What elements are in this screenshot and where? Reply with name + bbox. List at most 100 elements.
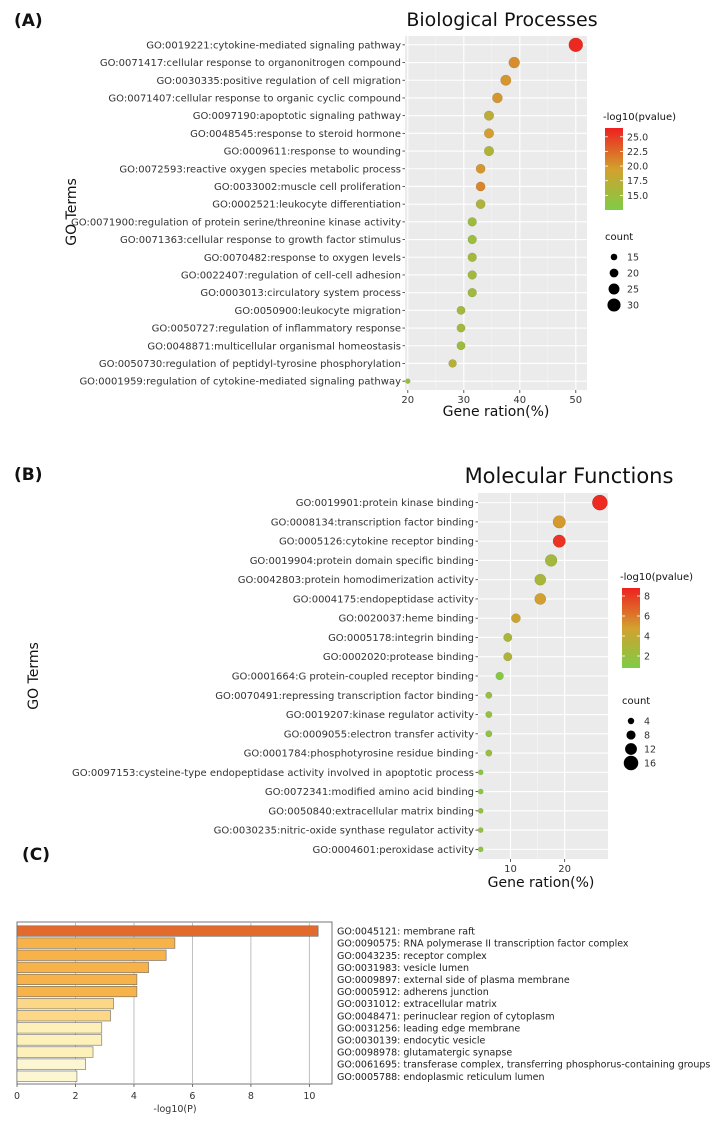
y-tick-label: GO:0071900:regulation of protein serine/… (71, 217, 401, 228)
y-tick-label: GO:0030235:nitric-oxide synthase regulat… (214, 826, 474, 837)
data-point (467, 217, 477, 227)
data-point (534, 573, 547, 586)
data-point (495, 671, 504, 681)
color-legend-label: 2 (644, 652, 650, 663)
data-point (508, 56, 520, 69)
data-point (485, 711, 493, 718)
size-legend-dot (608, 283, 620, 295)
data-point (485, 691, 493, 699)
panel-b-points (477, 494, 608, 853)
y-tick-label: GO:0019207:kinase regulator activity (286, 710, 474, 721)
data-point (485, 749, 493, 757)
category-label: GO:0009897: external side of plasma memb… (337, 975, 570, 986)
bar (16, 985, 138, 998)
category-label: GO:0030139: endocytic vesicle (337, 1035, 485, 1046)
x-tick-label: 0 (14, 1091, 20, 1102)
y-tick-label: GO:0009611:response to wounding (224, 147, 401, 158)
bar (16, 925, 319, 937)
y-tick-label: GO:0070482:response to oxygen levels (204, 253, 401, 264)
color-legend-title: -log10(pvalue) (620, 572, 693, 583)
color-legend-label: 8 (644, 592, 650, 603)
data-point (456, 341, 466, 351)
panel-c-x-tick-labels: 0 2 4 6 8 10 (14, 1084, 315, 1102)
panel-a: (A) Biological Processes GO:0019221:cyto… (14, 9, 676, 420)
y-tick-label: GO:0033002:muscle cell proliferation (214, 182, 401, 193)
data-point (503, 652, 513, 662)
y-tick-label: GO:0072593:reactive oxygen species metab… (119, 164, 401, 175)
category-label: GO:0090575: RNA polymerase II transcript… (337, 939, 629, 950)
size-legend-title: count (622, 696, 650, 707)
data-point (405, 378, 411, 384)
color-legend-bar (605, 128, 623, 210)
size-legend-label: 25 (627, 285, 639, 296)
y-tick-label: GO:0020037:heme binding (338, 614, 474, 625)
bar (16, 1070, 78, 1082)
panel-a-legend: -log10(pvalue) 25.0 22.5 20.0 17.5 15.0 count 1… (603, 112, 676, 312)
panel-a-x-tick-labels: 20 30 40 50 (401, 390, 582, 406)
color-legend-label: 17.5 (627, 176, 648, 187)
panel-a-plot-area (405, 36, 587, 390)
category-label: GO:0031256: leading edge membrane (337, 1023, 520, 1034)
y-tick-label: GO:0001784:phosphotyrosine residue bindi… (244, 749, 474, 760)
bar (16, 1034, 103, 1046)
bar (16, 1046, 94, 1058)
data-point (467, 252, 477, 262)
category-label: GO:0045121: membrane raft (337, 927, 475, 938)
size-legend-label: 16 (644, 759, 656, 770)
bar (16, 1010, 111, 1022)
panel-c-x-axis-title: -log10(P) (153, 1104, 196, 1115)
x-tick-label: 10 (303, 1091, 315, 1102)
size-legend-label: 8 (644, 731, 650, 742)
x-tick-label: 4 (131, 1091, 137, 1102)
category-label: GO:0031983: vesicle lumen (337, 963, 469, 974)
data-point (477, 808, 484, 814)
y-tick-label: GO:0001959:regulation of cytokine-mediat… (79, 377, 401, 388)
data-point (467, 288, 477, 298)
data-point (534, 593, 547, 605)
x-tick-label: 8 (248, 1091, 254, 1102)
data-point (485, 730, 493, 738)
color-legend-title: -log10(pvalue) (603, 112, 676, 123)
panel-a-y-axis-title: GO Terms (64, 178, 80, 246)
panel-a-label: (A) (14, 11, 43, 31)
data-point (552, 534, 566, 548)
x-tick-label: 10 (504, 864, 517, 875)
y-tick-label: GO:0071363:cellular response to growth f… (120, 235, 401, 246)
y-tick-label: GO:0019221:cytokine-mediated signaling p… (146, 40, 401, 51)
bar (16, 1058, 87, 1070)
size-legend-title: count (605, 232, 633, 243)
size-legend-dot (626, 730, 636, 740)
y-tick-label: GO:0019904:protein domain specific bindi… (250, 556, 474, 567)
data-point (500, 74, 512, 86)
data-point (475, 163, 486, 174)
y-tick-label: GO:0022407:regulation of cell-cell adhes… (181, 270, 401, 281)
size-legend-dot (623, 755, 639, 771)
y-tick-label: GO:0002020:protease binding (323, 652, 474, 663)
color-legend-label: 15.0 (627, 191, 648, 202)
y-tick-label: GO:0071407:cellular response to organic … (108, 93, 401, 104)
data-point (483, 128, 495, 139)
y-tick-label: GO:0071417:cellular response to organoni… (100, 58, 401, 69)
data-point (477, 788, 484, 795)
data-point (467, 234, 477, 245)
y-tick-label: GO:0005126:cytokine receptor binding (279, 537, 474, 548)
panel-b: (B) Molecular Functions GO:0019901:prote… (14, 464, 693, 891)
data-point (483, 146, 495, 157)
data-point (475, 199, 486, 209)
size-legend-label: 15 (627, 253, 639, 264)
panel-a-points (405, 37, 583, 384)
bar (16, 949, 167, 961)
bar (16, 961, 149, 973)
y-tick-label: GO:0009055:electron transfer activity (284, 729, 474, 740)
y-tick-label: GO:0050840:extracellular matrix binding (268, 806, 474, 817)
size-legend-label: 30 (627, 301, 639, 312)
panel-a-y-tick-labels: GO:0019221:cytokine-mediated signaling p… (71, 40, 405, 388)
y-tick-label: GO:0005178:integrin binding (328, 633, 474, 644)
size-legend-dot (627, 717, 635, 725)
y-tick-label: GO:0030335:positive regulation of cell m… (156, 76, 401, 87)
y-tick-label: GO:0004175:endopeptidase activity (293, 594, 474, 605)
size-legend-label: 4 (644, 717, 650, 728)
panel-b-x-axis-title: Gene ration(%) (488, 875, 595, 891)
x-tick-label: 20 (401, 395, 414, 406)
